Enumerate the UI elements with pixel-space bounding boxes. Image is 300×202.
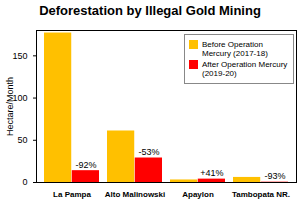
svg-text:+41%: +41%: [200, 168, 223, 178]
svg-text:Alto Malinowski: Alto Malinowski: [105, 190, 165, 199]
svg-text:Hectare/Month: Hectare/Month: [5, 77, 15, 136]
svg-text:150: 150: [12, 51, 27, 61]
svg-text:Tambopata NR.: Tambopata NR.: [232, 190, 290, 199]
svg-text:0: 0: [22, 177, 27, 187]
svg-text:50: 50: [17, 135, 27, 145]
svg-text:-93%: -93%: [264, 171, 285, 181]
html-text:Before Operation Mercury (2017: Before Operation Mercury (2017-18): [202, 40, 268, 58]
svg-text:-92%: -92%: [75, 160, 96, 170]
svg-text:-53%: -53%: [138, 147, 159, 157]
svg-text:La Pampa: La Pampa: [53, 190, 91, 199]
html-text:After Operation Mercury (2019-: After Operation Mercury (2019-20): [202, 60, 288, 78]
svg-text:Apaylon: Apaylon: [182, 190, 214, 199]
html-text:Deforestation by Illegal Gold: Deforestation by Illegal Gold Mining: [39, 3, 261, 18]
svg-text:100: 100: [12, 92, 28, 103]
